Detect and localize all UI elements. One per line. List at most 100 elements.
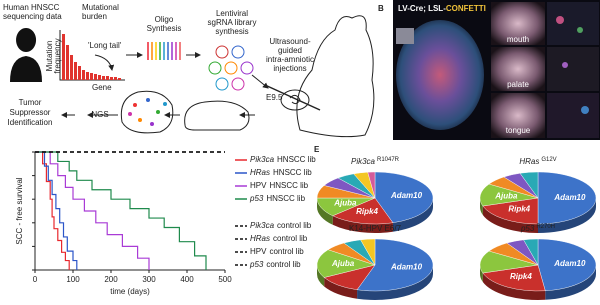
legend-part: control lib [266,260,301,269]
pie-side [332,215,393,234]
axis-label: Gene [92,83,112,92]
slice-label: Adam10 [553,193,586,202]
pie-slice [374,171,434,223]
pie-title-main: K14-HPV E6/7 [349,224,402,233]
label: 'Long tail' [88,41,122,50]
label: Synthesis [147,24,182,33]
pie-slice [367,171,376,199]
pie-title: K14-HPV E6/7 [349,224,402,233]
label: intra-amniotic [266,55,314,64]
header: LV-Cre; LSL-CONFETTI [398,4,486,13]
pie-slice [537,238,597,292]
label: burden [82,12,107,21]
fluor-image [547,47,599,91]
pie-title-main: HRas [519,157,539,166]
x-tick-label: 100 [66,275,80,284]
label: guided [278,46,302,55]
legend-entry: HRas HNSCC lib [250,168,312,177]
mouse-spotted [120,90,174,134]
fluor-image [547,2,599,45]
label: Mutational [82,3,119,12]
legend-part: Pik3ca [250,221,275,230]
embryo-inner [289,94,301,105]
slice-label: Ripk4 [508,205,530,214]
spots [128,98,167,126]
label: Ultrasound- [269,37,311,46]
oligo-lines [147,42,181,60]
pie-slice [482,197,539,225]
legend-part: control lib [277,221,312,230]
pie-side [482,273,546,301]
x-tick-label: 400 [180,275,194,284]
legend-part: HRas [250,168,270,177]
panel-label: E [314,145,320,154]
legend-entry: HPV control lib [250,247,304,256]
freq-axes [59,30,125,81]
legend-part: p53 [249,260,264,269]
legend-part: control lib [269,247,304,256]
label: NGS [91,110,108,119]
tissue-label: mouth [507,35,529,44]
pie-side [538,198,596,233]
legend-part: Pik3ca [250,155,275,164]
slice-label: Adam10 [390,191,423,200]
legend-part: control lib [273,234,308,243]
pie-slice [316,249,376,278]
slice-label: Ripk4 [356,207,378,216]
embryo [280,89,310,111]
slice-label: Ajuba [333,198,357,207]
label: sgRNA library [208,18,257,27]
pie-side [317,265,325,287]
pie-title-sup: G12V [541,157,556,163]
confetti-image [396,20,484,130]
pie-side [545,265,596,300]
legend-part: HNSCC lib [266,194,305,203]
legend-entry: Pik3ca HNSCC lib [250,155,316,164]
pie-title: p53 R270H [520,224,555,234]
panel-label: B [378,4,384,13]
slice-label: Ajuba [494,191,518,200]
label: Suppressor [10,108,51,117]
pie-slice [523,238,539,266]
pup [184,100,250,131]
legend-part: p53 [249,194,264,203]
survival-curve [35,151,150,270]
slice-label: Adam10 [390,262,423,271]
pie-slice [519,171,539,199]
pie-title: Pik3ca R1047R [351,157,400,167]
freq-bars [62,34,121,80]
slice-label: Ripk4 [510,272,532,281]
pie-slice [479,250,539,274]
label: Human HNSCC [3,3,60,12]
legend-entry: p53 HNSCC lib [249,194,306,203]
header-part: LV-Cre; LSL- [398,4,446,13]
pie-title-sup: R270H [536,224,555,230]
x-tick-label: 500 [218,275,232,284]
legend-part: HNSCC lib [277,155,316,164]
needle [264,84,321,111]
label: Lentiviral [216,9,248,18]
y-axis-title: SCC - free survival [15,177,24,244]
pie-title-main: Pik3ca [351,157,376,166]
legend-entry: HRas control lib [250,234,308,243]
survival-curve [35,151,207,270]
pie-side [482,206,538,233]
survival-curve [35,151,78,270]
tissue-image [491,93,545,138]
legend-entry: p53 control lib [249,260,301,269]
survival-curve [35,151,70,270]
axis-label: Mutation [45,41,54,72]
pie-slice [479,183,539,207]
legend-part: HRas [250,234,270,243]
pie-title-sup: R1047R [377,157,400,163]
panel-b-images [393,0,600,140]
person-icon [10,28,42,82]
x-axis-title: time (days) [110,287,150,296]
x-tick-label: 200 [104,275,118,284]
tissue-label: tongue [506,126,531,135]
legend-part: HNSCC lib [273,168,312,177]
pie-title-main: p53 [520,224,535,233]
pie-slice [332,197,394,225]
